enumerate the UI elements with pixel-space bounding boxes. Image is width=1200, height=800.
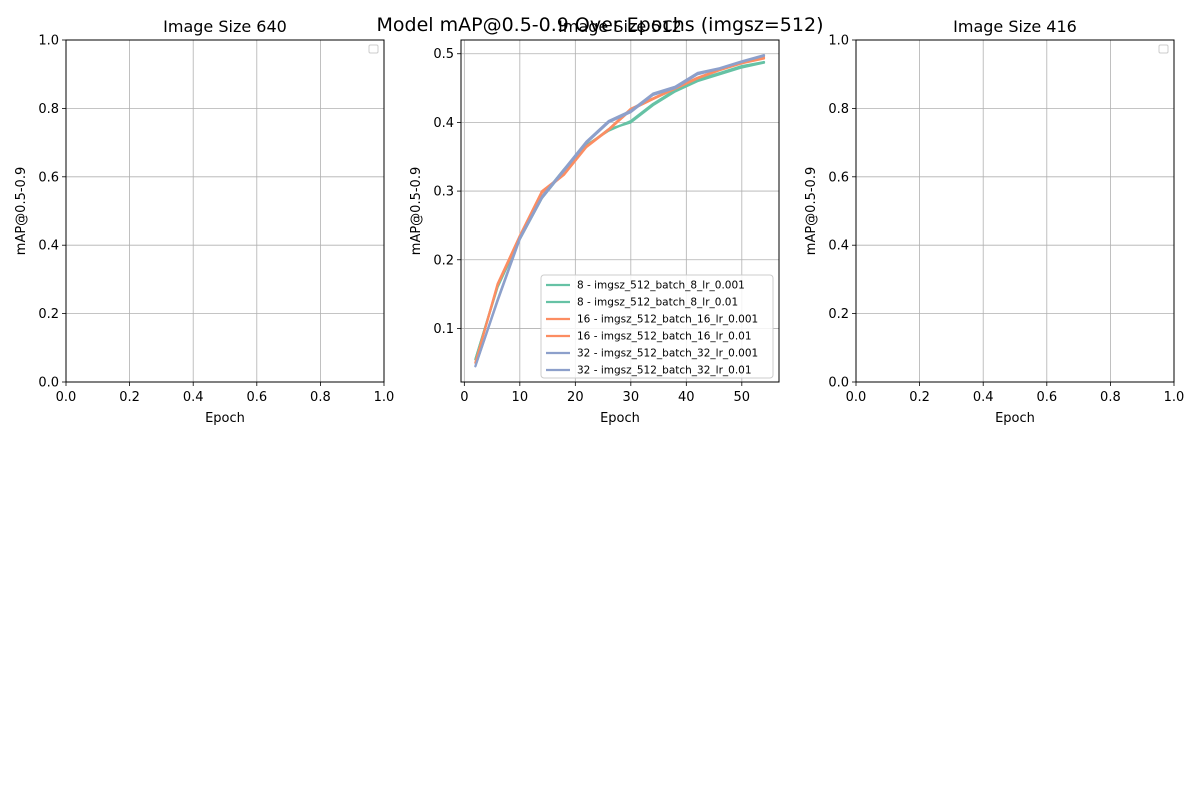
y-tick-label: 0.2 [433, 253, 454, 268]
y-tick-label: 0.5 [433, 47, 454, 62]
empty-legend-box [1158, 44, 1169, 54]
series-line-6 [474, 53, 766, 368]
legend-entry-label: 8 - imgsz_512_batch_8_lr_0.01 [577, 297, 738, 309]
y-tick-label: 0.8 [38, 102, 59, 117]
figure-suptitle: Model mAP@0.5-0.9 Over Epochs (imgsz=512… [377, 14, 824, 36]
subplot-title: Image Size 640 [163, 17, 287, 36]
x-axis-label: Epoch [995, 411, 1035, 426]
x-tick-label: 40 [678, 390, 695, 405]
y-tick-label: 0.6 [828, 170, 849, 185]
x-tick-label: 0.8 [310, 390, 331, 405]
legend-entry-label: 16 - imgsz_512_batch_16_lr_0.01 [577, 331, 752, 343]
y-tick-label: 0.2 [828, 307, 849, 322]
y-axis-label: mAP@0.5-0.9 [804, 167, 819, 255]
y-tick-label: 0.6 [38, 170, 59, 185]
y-tick-label: 0.4 [433, 116, 454, 131]
x-tick-label: 10 [512, 390, 529, 405]
x-tick-label: 0.6 [1036, 390, 1057, 405]
legend-box [540, 274, 774, 379]
x-tick-label: 0.0 [56, 390, 77, 405]
legend: 8 - imgsz_512_batch_8_lr_0.001 8 - imgsz_… [540, 274, 774, 379]
x-tick-label: 0.2 [119, 390, 140, 405]
y-tick-label: 0.3 [433, 185, 454, 200]
y-axis-label: mAP@0.5-0.9 [14, 167, 29, 255]
y-tick-label: 0.4 [38, 239, 59, 254]
subplot-title: Image Size 416 [953, 17, 1077, 36]
y-tick-label: 0.4 [828, 239, 849, 254]
x-tick-label: 0.4 [973, 390, 994, 405]
legend-entry-label: 8 - imgsz_512_batch_8_lr_0.001 [577, 280, 745, 292]
subplot-3: 0.0 0.2 0.4 0.6 0.8 1.0 0.0 0.2 0.4 0.6 0.8 1.0 Imag… [804, 17, 1184, 426]
x-axis-label: Epoch [205, 411, 245, 426]
legend-entry-label: 16 - imgsz_512_batch_16_lr_0.001 [577, 314, 758, 326]
y-tick-label: 1.0 [828, 34, 849, 49]
axes-frame [460, 39, 780, 383]
x-tick-label: 1.0 [1164, 390, 1185, 405]
legend-entry-label: 32 - imgsz_512_batch_32_lr_0.001 [577, 348, 758, 360]
x-tick-label: 30 [623, 390, 640, 405]
subplots-group: 0.0 0.2 0.4 0.6 0.8 1.0 0.0 0.2 0.4 0.6 0.8 1.0 Imag… [14, 17, 1184, 426]
y-tick-label: 0.8 [828, 102, 849, 117]
subplot-1: 0.0 0.2 0.4 0.6 0.8 1.0 0.0 0.2 0.4 0.6 0.8 1.0 Imag… [14, 17, 394, 426]
y-tick-label: 0.0 [38, 376, 59, 391]
x-tick-label: 0 [460, 390, 468, 405]
x-tick-label: 0.4 [183, 390, 204, 405]
x-axis-label: Epoch [600, 411, 640, 426]
legend-entry-label: 32 - imgsz_512_batch_32_lr_0.01 [577, 365, 752, 377]
axes-frame [65, 39, 385, 383]
axes-frame [855, 39, 1175, 383]
x-tick-label: 0.0 [846, 390, 867, 405]
x-tick-label: 0.8 [1100, 390, 1121, 405]
x-tick-label: 1.0 [374, 390, 395, 405]
y-tick-label: 0.1 [433, 322, 454, 337]
x-tick-label: 0.6 [246, 390, 267, 405]
y-axis-label: mAP@0.5-0.9 [409, 167, 424, 255]
subplot-2: 0 10 20 30 40 50 0.1 0.2 0.3 0.4 0.5 Image Size 512… [409, 17, 780, 426]
x-tick-label: 50 [734, 390, 751, 405]
y-tick-label: 0.2 [38, 307, 59, 322]
y-tick-label: 0.0 [828, 376, 849, 391]
x-tick-label: 0.2 [909, 390, 930, 405]
y-tick-label: 1.0 [38, 34, 59, 49]
subplot-title: Image Size 512 [558, 17, 682, 36]
empty-legend-box [368, 44, 379, 54]
x-tick-label: 20 [567, 390, 584, 405]
